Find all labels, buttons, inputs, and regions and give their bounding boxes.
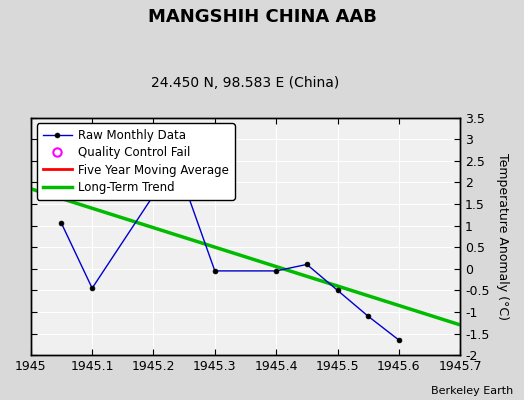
Raw Monthly Data: [181, 182, 187, 187]
Text: Berkeley Earth: Berkeley Earth: [431, 386, 514, 396]
Raw Monthly Data: [396, 338, 402, 342]
Raw Monthly Data: [150, 193, 157, 198]
Raw Monthly Data: [365, 314, 372, 319]
Raw Monthly Data: [89, 286, 95, 290]
Legend: Raw Monthly Data, Quality Control Fail, Five Year Moving Average, Long-Term Tren: Raw Monthly Data, Quality Control Fail, …: [37, 124, 235, 200]
Raw Monthly Data: [304, 262, 310, 267]
Raw Monthly Data: [273, 268, 279, 273]
Text: MANGSHIH CHINA AAB: MANGSHIH CHINA AAB: [148, 8, 376, 26]
Title: 24.450 N, 98.583 E (China): 24.450 N, 98.583 E (China): [151, 76, 340, 90]
Raw Monthly Data: [334, 288, 341, 293]
Y-axis label: Temperature Anomaly (°C): Temperature Anomaly (°C): [496, 153, 509, 320]
Line: Raw Monthly Data: Raw Monthly Data: [59, 182, 401, 342]
Raw Monthly Data: [58, 221, 64, 226]
Raw Monthly Data: [212, 268, 218, 273]
